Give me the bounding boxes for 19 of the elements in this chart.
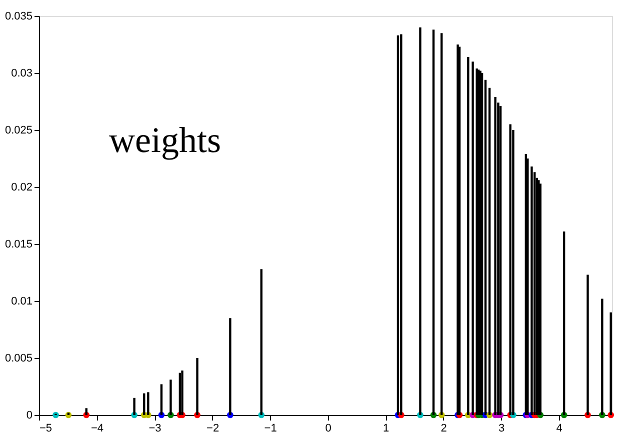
x-tick-label: 1 (383, 422, 390, 434)
x-tick-label: −1 (264, 422, 277, 434)
x-tick-label: 4 (556, 422, 562, 434)
y-tick-label: 0.01 (11, 296, 32, 308)
y-tick-label: 0.025 (4, 124, 32, 136)
x-tick-label: −3 (148, 422, 162, 434)
y-tick-label: 0.035 (4, 10, 32, 22)
x-tick-label: −4 (90, 422, 104, 434)
x-tick-label: 3 (498, 422, 505, 434)
annotation: weights (109, 120, 221, 160)
y-tick-label: 0.02 (11, 182, 32, 194)
x-tick-label: 2 (440, 422, 447, 434)
y-tick-label: 0.015 (4, 238, 32, 250)
x-tick-label: 0 (325, 422, 332, 434)
y-tick-label: 0.03 (11, 68, 32, 80)
y-tick-label: 0 (26, 410, 32, 422)
y-tick-label: 0.005 (4, 352, 32, 364)
x-tick-label: −5 (40, 422, 52, 434)
x-tick-label: −2 (206, 422, 220, 434)
